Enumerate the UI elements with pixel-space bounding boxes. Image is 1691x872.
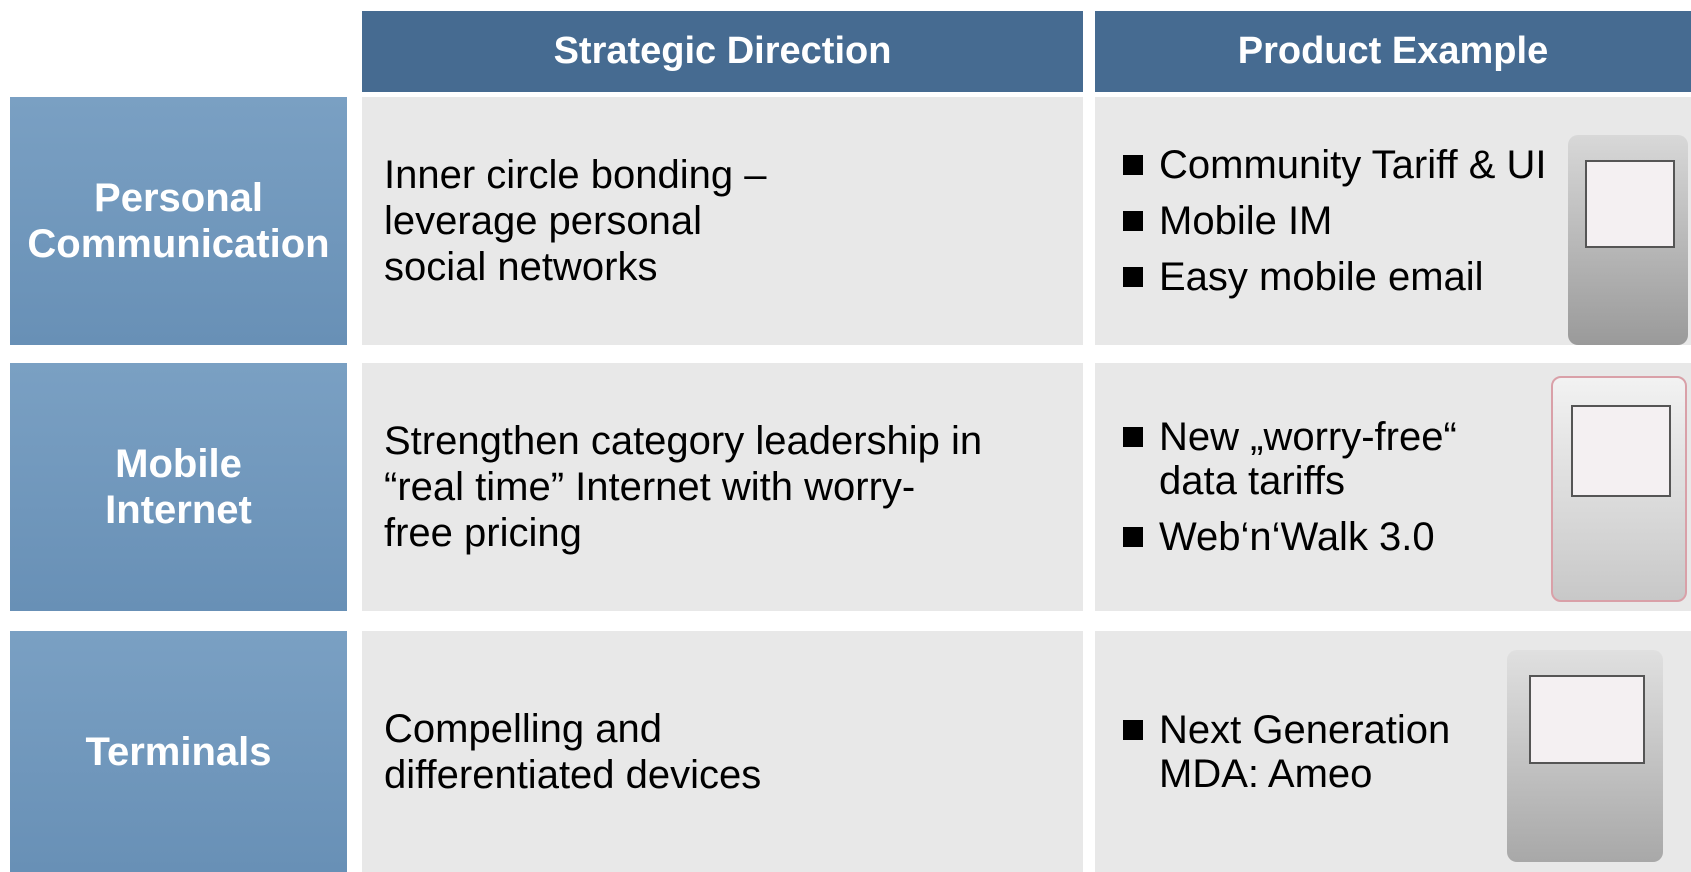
label-line: Internet — [105, 488, 252, 532]
direction-line: Inner circle bonding – — [384, 153, 767, 197]
device-image — [1551, 376, 1687, 602]
direction-line: leverage personal — [384, 199, 702, 243]
label-line: Personal — [94, 176, 263, 220]
bullet — [1123, 155, 1143, 175]
product-item: Easy mobile email — [1123, 255, 1691, 299]
direction-line: social networks — [384, 245, 658, 289]
product-text: Web‘n‘Walk 3.0 — [1159, 515, 1435, 559]
header-cell: Product Example — [1095, 11, 1691, 92]
direction-line: “real time” Internet with worry- — [384, 465, 916, 509]
product-line: Web‘n‘Walk 3.0 — [1159, 515, 1435, 559]
device-screen — [1584, 160, 1676, 249]
product-text: Mobile IM — [1159, 199, 1332, 243]
header-cell: Strategic Direction — [362, 11, 1083, 92]
device-image — [1507, 650, 1663, 862]
product-text: Easy mobile email — [1159, 255, 1484, 299]
bullet — [1123, 527, 1143, 547]
direction-line: Compelling and — [384, 706, 662, 751]
product-line: Easy mobile email — [1159, 255, 1484, 299]
bullet — [1123, 267, 1143, 287]
direction-line: free pricing — [384, 511, 582, 555]
device-screen — [1571, 404, 1671, 498]
product-line: New „worry-free“ — [1159, 415, 1457, 459]
device-screen — [1528, 675, 1646, 765]
bullet — [1123, 211, 1143, 231]
product-text: Next Generation MDA: Ameo — [1159, 708, 1450, 796]
product-item: New „worry-free“ data tariffs — [1123, 415, 1691, 503]
label-line: Communication — [27, 222, 330, 266]
product-line: data tariffs — [1159, 459, 1346, 503]
direction-cell: Inner circle bonding – leverage personal s… — [362, 97, 1083, 345]
direction-line: differentiated devices — [384, 752, 762, 797]
product-item: Web‘n‘Walk 3.0 — [1123, 515, 1691, 559]
bullet — [1123, 719, 1143, 740]
label-line: Terminals — [85, 729, 272, 774]
bullet — [1123, 427, 1143, 447]
product-text: New „worry-free“ data tariffs — [1159, 415, 1457, 503]
device-image — [1568, 135, 1688, 345]
product-item: Next Generation MDA: Ameo — [1123, 708, 1691, 796]
row-label: Terminals — [10, 631, 347, 872]
product-line: Next Generation — [1159, 707, 1451, 752]
product-line: Mobile IM — [1159, 199, 1333, 243]
direction-cell: Compelling and differentiated devices — [362, 631, 1083, 872]
product-text: Community Tariff & UI — [1159, 143, 1547, 187]
product-line: Community Tariff & UI — [1159, 143, 1547, 187]
row-label: Mobile Internet — [10, 363, 347, 611]
label-line: Mobile — [115, 442, 242, 486]
product-item: Community Tariff & UI — [1123, 143, 1691, 187]
row-label: Personal Communication — [10, 97, 347, 345]
product-line: MDA: Ameo — [1159, 751, 1373, 796]
direction-cell: Strengthen category leadership in “real t… — [362, 363, 1083, 611]
product-item: Mobile IM — [1123, 199, 1691, 243]
direction-line: Strengthen category leadership in — [384, 419, 983, 463]
